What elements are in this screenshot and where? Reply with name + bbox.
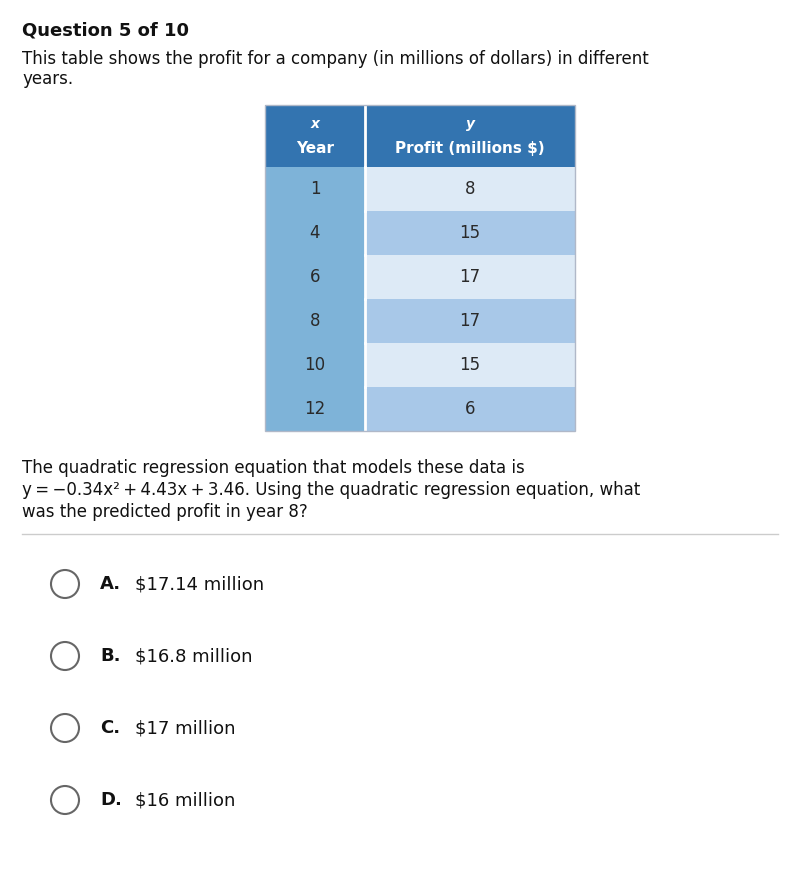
Text: 15: 15: [459, 356, 481, 374]
Text: C.: C.: [100, 719, 120, 737]
Text: 12: 12: [304, 400, 326, 418]
Text: $17.14 million: $17.14 million: [135, 575, 264, 593]
Text: 8: 8: [465, 180, 475, 198]
Text: 4: 4: [310, 224, 320, 242]
Text: Question 5 of 10: Question 5 of 10: [22, 22, 189, 40]
Text: A.: A.: [100, 575, 121, 593]
Text: D.: D.: [100, 791, 122, 809]
FancyBboxPatch shape: [365, 255, 575, 299]
FancyBboxPatch shape: [265, 255, 365, 299]
Text: 10: 10: [305, 356, 326, 374]
Text: 1: 1: [310, 180, 320, 198]
Text: B.: B.: [100, 647, 121, 665]
FancyBboxPatch shape: [365, 343, 575, 387]
Text: 17: 17: [459, 312, 481, 330]
Text: Year: Year: [296, 141, 334, 156]
Text: 8: 8: [310, 312, 320, 330]
Text: 15: 15: [459, 224, 481, 242]
Text: Profit (millions $): Profit (millions $): [395, 141, 545, 156]
FancyBboxPatch shape: [265, 105, 575, 167]
FancyBboxPatch shape: [265, 299, 365, 343]
FancyBboxPatch shape: [265, 343, 365, 387]
Text: years.: years.: [22, 70, 73, 88]
Text: $16 million: $16 million: [135, 791, 235, 809]
Text: $17 million: $17 million: [135, 719, 235, 737]
FancyBboxPatch shape: [365, 167, 575, 211]
Text: was the predicted profit in year 8?: was the predicted profit in year 8?: [22, 503, 308, 521]
Text: The quadratic regression equation that models these data is: The quadratic regression equation that m…: [22, 459, 525, 477]
FancyBboxPatch shape: [365, 387, 575, 431]
Text: This table shows the profit for a company (in millions of dollars) in different: This table shows the profit for a compan…: [22, 50, 649, 68]
FancyBboxPatch shape: [365, 211, 575, 255]
FancyBboxPatch shape: [265, 211, 365, 255]
FancyBboxPatch shape: [365, 299, 575, 343]
Text: y = −0.34x² + 4.43x + 3.46. Using the quadratic regression equation, what: y = −0.34x² + 4.43x + 3.46. Using the qu…: [22, 481, 640, 499]
FancyBboxPatch shape: [265, 167, 365, 211]
FancyBboxPatch shape: [265, 387, 365, 431]
Text: 6: 6: [465, 400, 475, 418]
Text: x: x: [310, 117, 319, 131]
Text: 17: 17: [459, 268, 481, 286]
Text: y: y: [466, 117, 474, 131]
Text: 6: 6: [310, 268, 320, 286]
Text: $16.8 million: $16.8 million: [135, 647, 253, 665]
